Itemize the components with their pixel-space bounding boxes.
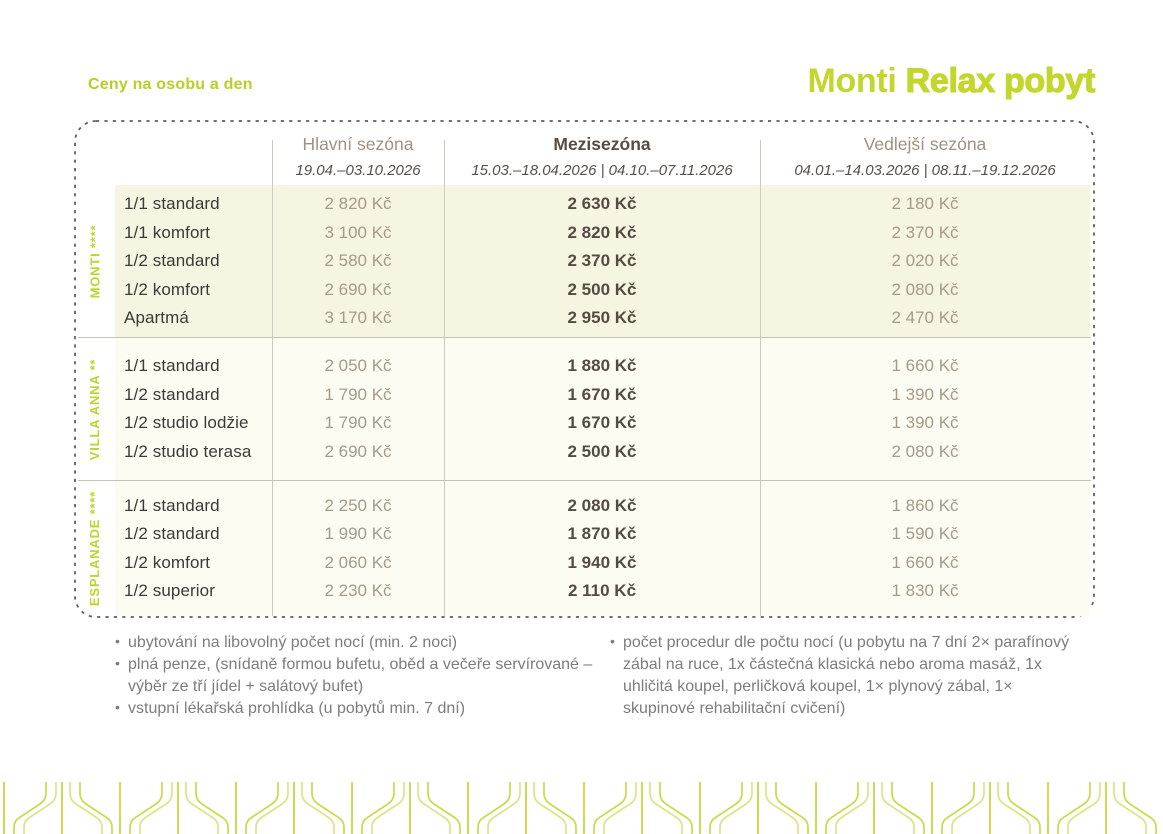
- room-type: Apartmá: [124, 308, 189, 327]
- season-mid-label: Mezisezóna: [553, 134, 651, 154]
- room-type: 1/1 standard: [124, 194, 220, 213]
- season-header-spacer: [115, 158, 272, 182]
- room-type: 1/1 standard: [124, 495, 220, 515]
- room-type: 1/1 standard: [124, 356, 220, 376]
- decorative-pattern: [0, 782, 1163, 834]
- note-item: plná penze, (snídaně formou bufetu, oběd…: [115, 654, 620, 698]
- hotel-label-villa-anna: VILLA ANNA **: [87, 358, 103, 460]
- table-row: 1/1 standard 2 250 Kč 2 080 Kč 1 860 Kč: [115, 492, 1090, 521]
- table-row: Apartmá 3 170 Kč 2 950 Kč 2 470 Kč: [115, 304, 1090, 333]
- room-type: 1/2 standard: [124, 384, 220, 404]
- room-type: 1/2 standard: [124, 251, 220, 270]
- price-mid-season: 2 110 Kč: [567, 581, 637, 601]
- season-low-label: Vedlejší sezóna: [863, 134, 987, 154]
- season-main-dates: 19.04.–03.10.2026: [295, 161, 421, 179]
- room-type: 1/1 komfort: [124, 222, 211, 242]
- price-mid-season: 2 370 Kč: [567, 251, 637, 270]
- room-type: 1/2 komfort: [124, 279, 211, 299]
- notes-left: ubytování na libovolný počet nocí (min. …: [115, 632, 620, 720]
- page-subtitle: Ceny na osobu a den: [88, 76, 253, 93]
- price-mid-season: 2 500 Kč: [567, 279, 637, 299]
- table-row: 1/2 studio lodžie 1 790 Kč 1 670 Kč 1 39…: [115, 409, 1090, 438]
- price-low-season: 2 470 Kč: [891, 308, 959, 327]
- season-mid-dates: 15.03.–18.04.2026 | 04.10.–07.11.2026: [471, 161, 733, 179]
- note-item: ubytování na libovolný počet nocí (min. …: [115, 632, 620, 654]
- price-main-season: 1 790 Kč: [324, 413, 392, 433]
- column-divider: [760, 140, 761, 616]
- price-low-season: 1 590 Kč: [891, 524, 959, 544]
- price-mid-season: 1 880 Kč: [567, 356, 637, 376]
- price-mid-season: 1 940 Kč: [567, 552, 637, 572]
- table-row: 1/2 standard 2 580 Kč 2 370 Kč 2 020 Kč: [115, 247, 1090, 276]
- price-low-season: 1 860 Kč: [891, 495, 959, 515]
- price-main-season: 2 230 Kč: [324, 581, 392, 601]
- hotel-group-monti: 1/1 standard 2 820 Kč 2 630 Kč 2 180 Kč …: [115, 185, 1090, 337]
- room-type: 1/2 superior: [124, 581, 215, 601]
- column-divider: [272, 140, 273, 616]
- price-mid-season: 2 950 Kč: [567, 308, 637, 327]
- price-main-season: 3 170 Kč: [324, 308, 392, 327]
- price-low-season: 2 080 Kč: [891, 279, 959, 299]
- price-low-season: 1 390 Kč: [891, 413, 959, 433]
- column-divider: [444, 140, 445, 616]
- price-low-season: 2 080 Kč: [891, 441, 959, 461]
- notes-right: počet procedur dle počtu nocí (u pobytu …: [610, 632, 1080, 720]
- hotel-group-villa-anna: 1/1 standard 2 050 Kč 1 880 Kč 1 660 Kč …: [115, 338, 1090, 480]
- table-row: 1/2 komfort 2 060 Kč 1 940 Kč 1 660 Kč: [115, 549, 1090, 578]
- hotel-group-esplanade: 1/1 standard 2 250 Kč 2 080 Kč 1 860 Kč …: [115, 481, 1090, 616]
- season-header-spacer: [115, 131, 272, 158]
- price-mid-season: 1 870 Kč: [567, 524, 637, 544]
- table-row: 1/2 studio terasa 2 690 Kč 2 500 Kč 2 08…: [115, 438, 1090, 467]
- price-main-season: 2 050 Kč: [324, 356, 392, 376]
- price-main-season: 1 990 Kč: [324, 524, 392, 544]
- price-main-season: 2 690 Kč: [324, 441, 392, 461]
- table-row: 1/1 komfort 3 100 Kč 2 820 Kč 2 370 Kč: [115, 218, 1090, 247]
- price-main-season: 2 820 Kč: [324, 194, 392, 213]
- hotel-label-monti: MONTI ****: [87, 224, 103, 298]
- price-mid-season: 2 080 Kč: [567, 495, 637, 515]
- price-low-season: 2 180 Kč: [891, 194, 959, 213]
- price-mid-season: 2 500 Kč: [567, 441, 637, 461]
- price-main-season: 2 060 Kč: [324, 552, 392, 572]
- hotel-label-esplanade: ESPLANADE ****: [87, 490, 103, 607]
- price-mid-season: 2 820 Kč: [567, 222, 637, 242]
- price-low-season: 1 660 Kč: [891, 552, 959, 572]
- table-row: 1/2 standard 1 790 Kč 1 670 Kč 1 390 Kč: [115, 381, 1090, 410]
- table-row: 1/2 superior 2 230 Kč 2 110 Kč 1 830 Kč: [115, 577, 1090, 606]
- price-main-season: 1 790 Kč: [324, 384, 392, 404]
- note-item: počet procedur dle počtu nocí (u pobytu …: [610, 632, 1080, 720]
- price-mid-season: 1 670 Kč: [567, 413, 637, 433]
- group-divider: [78, 337, 1091, 338]
- table-row: 1/2 komfort 2 690 Kč 2 500 Kč 2 080 Kč: [115, 275, 1090, 304]
- table-row: 1/1 standard 2 820 Kč 2 630 Kč 2 180 Kč: [115, 190, 1090, 219]
- price-mid-season: 2 630 Kč: [567, 194, 637, 213]
- price-mid-season: 1 670 Kč: [567, 384, 637, 404]
- price-main-season: 3 100 Kč: [324, 222, 392, 242]
- season-low-dates: 04.01.–14.03.2026 | 08.11.–19.12.2026: [794, 161, 1056, 179]
- room-type: 1/2 studio terasa: [124, 441, 252, 461]
- season-header: Hlavní sezóna Mezisezóna Vedlejší sezóna…: [115, 131, 1090, 182]
- group-divider: [78, 480, 1091, 481]
- price-main-season: 2 690 Kč: [324, 279, 392, 299]
- page-title-brand: Monti: [807, 62, 897, 100]
- page-title-product: Relax pobyt: [905, 61, 1096, 100]
- note-item: vstupní lékařská prohlídka (u pobytů min…: [115, 698, 620, 720]
- price-low-season: 1 390 Kč: [891, 384, 959, 404]
- season-main-label: Hlavní sezóna: [302, 134, 414, 154]
- table-row: 1/2 standard 1 990 Kč 1 870 Kč 1 590 Kč: [115, 520, 1090, 549]
- room-type: 1/2 standard: [124, 524, 220, 544]
- price-low-season: 2 020 Kč: [891, 251, 959, 270]
- price-main-season: 2 250 Kč: [324, 495, 392, 515]
- price-low-season: 1 660 Kč: [891, 356, 959, 376]
- price-low-season: 2 370 Kč: [891, 222, 959, 242]
- room-type: 1/2 komfort: [124, 552, 211, 572]
- table-row: 1/1 standard 2 050 Kč 1 880 Kč 1 660 Kč: [115, 352, 1090, 381]
- price-main-season: 2 580 Kč: [324, 251, 392, 270]
- room-type: 1/2 studio lodžie: [124, 413, 249, 433]
- page-title: Monti Relax pobyt: [807, 61, 1096, 101]
- price-low-season: 1 830 Kč: [891, 581, 959, 601]
